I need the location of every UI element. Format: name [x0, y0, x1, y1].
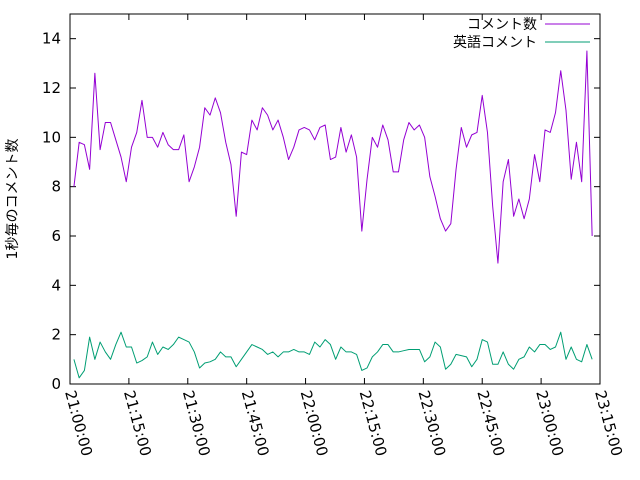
- legend-label: コメント数: [467, 17, 537, 33]
- y-tick-label: 8: [51, 178, 61, 196]
- y-tick-label: 0: [51, 375, 61, 393]
- x-tick-label: 22:45:00: [473, 388, 508, 458]
- plot-frame: [69, 13, 601, 385]
- y-tick-label: 12: [42, 79, 61, 97]
- x-tick-label: 21:15:00: [120, 388, 155, 458]
- series-line-2: [73, 331, 593, 379]
- series-line-1: [73, 50, 593, 264]
- y-tick-label: 4: [51, 276, 61, 294]
- x-tick-label: 21:30:00: [179, 388, 214, 458]
- y-tick-label: 10: [42, 128, 61, 146]
- ticks-layer: 0 2 4 6 8 10 12 14 21:00:00 21:15:00 21:30:00 21:45…: [42, 14, 626, 458]
- y-tick-label: 6: [51, 227, 61, 245]
- x-tick-label: 21:00:00: [61, 388, 96, 458]
- x-tick-label: 22:15:00: [356, 388, 391, 458]
- x-tick-label: 23:00:00: [532, 388, 567, 458]
- series-layer: [73, 50, 593, 379]
- y-axis-label: 1秒毎のコメント数: [5, 139, 21, 260]
- x-tick-label: 22:30:00: [414, 388, 449, 458]
- y-tick-label: 14: [42, 30, 61, 48]
- x-tick-label: 21:45:00: [238, 388, 273, 458]
- y-tick-label: 2: [51, 326, 61, 344]
- legend-label: 英語コメント: [453, 34, 537, 51]
- x-tick-label: 22:00:00: [297, 388, 332, 458]
- x-tick-label: 23:15:00: [591, 388, 626, 458]
